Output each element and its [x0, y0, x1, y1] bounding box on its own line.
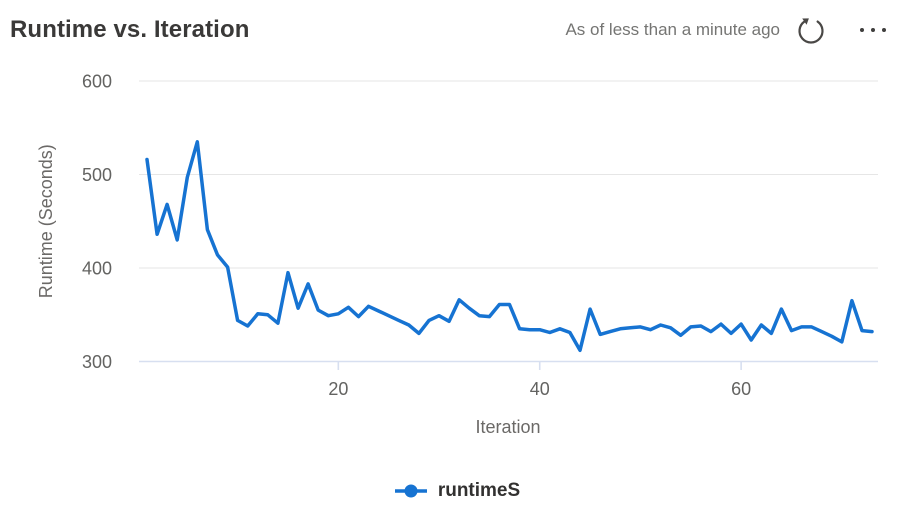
y-axis-title: Runtime (Seconds): [36, 144, 56, 298]
more-options-button[interactable]: [853, 14, 893, 46]
refresh-button[interactable]: [795, 14, 827, 46]
ellipsis-icon: [860, 28, 864, 32]
x-tick-label: 40: [530, 379, 550, 399]
y-tick-label: 300: [82, 352, 112, 372]
chart-area: 600 500 400 300 20 40 60 Runtime (Seconds) Itera…: [0, 58, 914, 440]
chart-title: Runtime vs. Iteration: [10, 16, 250, 43]
y-tick-label: 500: [82, 165, 112, 185]
ellipsis-icon: [871, 28, 875, 32]
x-axis-title: Iteration: [475, 417, 540, 437]
header-actions: As of less than a minute ago: [565, 14, 893, 46]
runtime-line-chart[interactable]: 600 500 400 300 20 40 60 Runtime (Seconds) Itera…: [0, 58, 914, 440]
legend[interactable]: runtimeS: [0, 480, 914, 502]
chart-header: Runtime vs. Iteration As of less than a …: [0, 0, 914, 46]
legend-dot: [404, 484, 418, 498]
refresh-icon: [798, 18, 824, 44]
y-tick-label: 400: [82, 259, 112, 279]
as-of-timestamp: As of less than a minute ago: [565, 20, 780, 39]
legend-label: runtimeS: [437, 480, 521, 501]
x-tick-label: 60: [731, 379, 751, 399]
legend-marker-icon: [394, 484, 427, 498]
y-tick-label: 600: [82, 72, 112, 92]
ellipsis-icon: [882, 28, 886, 32]
series-line-runtimeS[interactable]: [145, 140, 874, 353]
x-tick-label: 20: [328, 379, 348, 399]
